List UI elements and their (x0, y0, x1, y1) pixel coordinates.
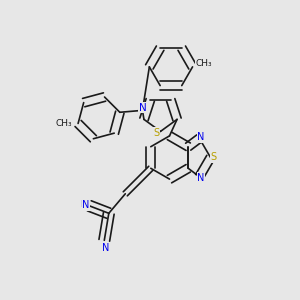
Text: CH₃: CH₃ (196, 59, 212, 68)
Text: N: N (197, 132, 205, 142)
Text: S: S (154, 128, 160, 138)
Text: CH₃: CH₃ (56, 119, 72, 128)
Text: N: N (139, 103, 146, 113)
Text: N: N (197, 173, 205, 183)
Text: N: N (101, 243, 109, 253)
Text: N: N (102, 243, 109, 252)
Text: N: N (80, 200, 87, 209)
Text: N: N (82, 200, 89, 210)
Text: S: S (211, 152, 217, 163)
